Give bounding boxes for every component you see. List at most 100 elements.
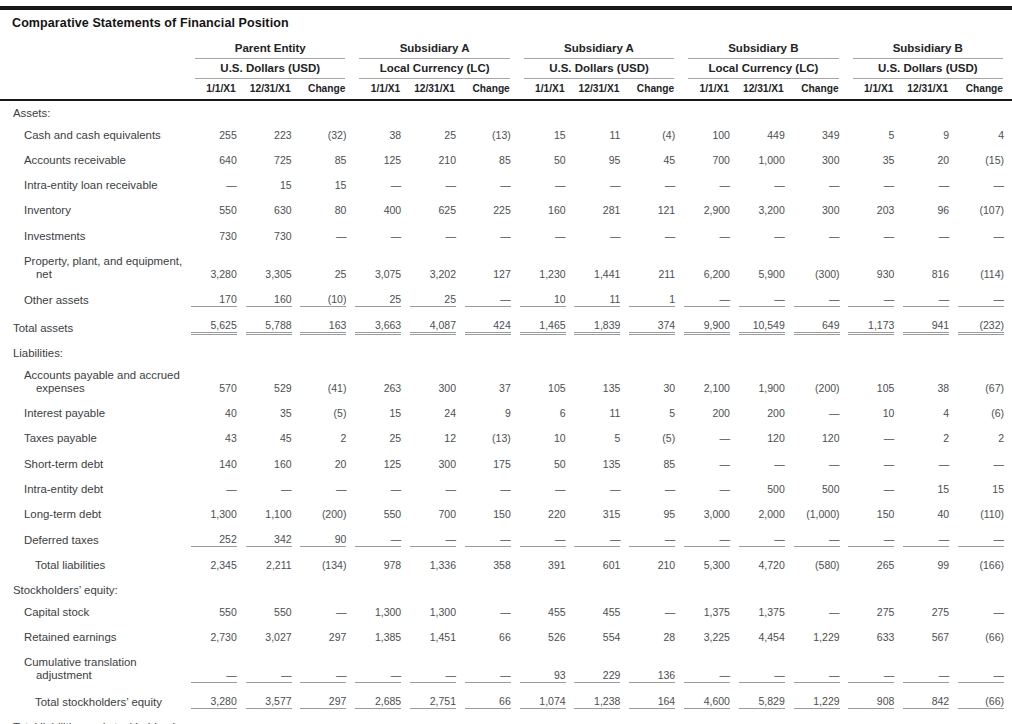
value-text: 3,305 bbox=[246, 268, 292, 281]
value-cell: — bbox=[683, 527, 738, 553]
value-text: 930 bbox=[848, 268, 894, 281]
value-text: 223 bbox=[246, 129, 292, 142]
value-cell: — bbox=[957, 224, 1012, 249]
value-text: — bbox=[355, 533, 401, 547]
value-text: 164 bbox=[629, 695, 675, 709]
value-text: (41) bbox=[300, 382, 346, 395]
value-text: 150 bbox=[465, 508, 511, 521]
value-text: — bbox=[684, 483, 730, 496]
value-text: — bbox=[465, 669, 511, 683]
row-label-text: Assets: bbox=[0, 107, 190, 120]
row-label: Inventory bbox=[0, 198, 190, 223]
value-text: 136 bbox=[629, 669, 675, 683]
value-text: 25 bbox=[355, 293, 401, 307]
value-cell: 342 bbox=[245, 527, 300, 553]
value-text: 978 bbox=[355, 559, 401, 572]
value-cell: — bbox=[519, 224, 574, 249]
value-text: 633 bbox=[848, 631, 894, 644]
value-cell: 1,465 bbox=[519, 313, 574, 341]
value-text: 35 bbox=[246, 407, 292, 420]
value-text: 2,345 bbox=[191, 559, 237, 572]
value-cell: 5,625 bbox=[190, 715, 245, 724]
value-text: 10 bbox=[848, 407, 894, 420]
value-cell: 2,211 bbox=[245, 553, 300, 578]
value-cell: 223 bbox=[245, 123, 300, 148]
value-cell: — bbox=[245, 477, 300, 502]
value-cell: 40 bbox=[902, 502, 957, 527]
value-text: — bbox=[848, 533, 894, 547]
value-text: — bbox=[958, 293, 1004, 307]
value-text: 730 bbox=[246, 230, 292, 243]
value-text: — bbox=[848, 483, 894, 496]
value-text: — bbox=[794, 293, 840, 307]
row-label-text: Accounts payable and accrued expenses bbox=[0, 369, 190, 395]
value-text: — bbox=[684, 533, 730, 547]
value-cell: 40 bbox=[190, 401, 245, 426]
value-cell: (5) bbox=[300, 401, 355, 426]
value-text: 2 bbox=[958, 432, 1004, 445]
value-cell: — bbox=[793, 224, 848, 249]
value-text: 45 bbox=[629, 154, 675, 167]
value-text: 11 bbox=[574, 407, 620, 420]
value-text: — bbox=[794, 407, 840, 420]
value-text: — bbox=[958, 669, 1004, 683]
value-text: 275 bbox=[903, 606, 949, 619]
value-text: — bbox=[739, 669, 785, 683]
value-cell: 90 bbox=[300, 527, 355, 553]
currency-group-label: U.S. Dollars (USD) bbox=[524, 60, 674, 79]
value-cell: 1,229 bbox=[793, 625, 848, 650]
value-text: 135 bbox=[574, 458, 620, 471]
value-text: 529 bbox=[246, 382, 292, 395]
value-text: — bbox=[355, 669, 401, 683]
entity-group-header: Subsidiary A bbox=[354, 39, 518, 59]
value-text: 28 bbox=[629, 631, 675, 644]
value-cell: (13) bbox=[464, 426, 519, 451]
value-text: — bbox=[465, 483, 511, 496]
section-row: Assets: bbox=[0, 100, 1012, 123]
value-cell: 15 bbox=[300, 173, 355, 198]
value-cell: 2,000 bbox=[738, 502, 793, 527]
value-cell: — bbox=[409, 224, 464, 249]
value-cell: 300 bbox=[793, 198, 848, 223]
value-text: (5) bbox=[300, 407, 346, 420]
value-text: 229 bbox=[574, 669, 620, 683]
value-text: 1,229 bbox=[794, 631, 840, 644]
value-text: 10 bbox=[520, 432, 566, 445]
value-cell: 25 bbox=[354, 426, 409, 451]
value-text: 816 bbox=[903, 268, 949, 281]
value-text: (13) bbox=[465, 129, 511, 142]
value-cell: 127 bbox=[464, 249, 519, 287]
value-cell: 941 bbox=[902, 715, 957, 724]
row-label-text: Total liabilities and stockholders’ equi… bbox=[0, 721, 190, 724]
value-cell: (166) bbox=[957, 553, 1012, 578]
period-header: Change bbox=[793, 79, 848, 100]
value-text: — bbox=[355, 179, 401, 192]
value-cell: 125 bbox=[354, 452, 409, 477]
value-cell: — bbox=[628, 173, 683, 198]
value-text: 66 bbox=[465, 695, 511, 709]
value-text: — bbox=[794, 606, 840, 619]
table-row: Property, plant, and equipment, net3,280… bbox=[0, 249, 1012, 287]
value-cell: 4 bbox=[902, 401, 957, 426]
value-cell: — bbox=[848, 527, 903, 553]
value-text: 567 bbox=[903, 631, 949, 644]
value-text: 210 bbox=[629, 559, 675, 572]
value-cell: 400 bbox=[354, 198, 409, 223]
value-text: — bbox=[739, 533, 785, 547]
value-cell: 5,829 bbox=[738, 689, 793, 715]
value-cell: 275 bbox=[848, 600, 903, 625]
value-text: 93 bbox=[520, 669, 566, 683]
value-text: — bbox=[739, 230, 785, 243]
value-text: 1,300 bbox=[355, 606, 401, 619]
value-cell: 255 bbox=[190, 123, 245, 148]
value-text: — bbox=[903, 293, 949, 307]
value-text: 220 bbox=[520, 508, 566, 521]
value-cell: 1,465 bbox=[519, 715, 574, 724]
value-text: 400 bbox=[355, 204, 401, 217]
value-cell: — bbox=[464, 287, 519, 313]
value-text: — bbox=[684, 432, 730, 445]
value-text: — bbox=[684, 230, 730, 243]
value-text: — bbox=[684, 293, 730, 307]
value-text: (4) bbox=[629, 129, 675, 142]
value-cell: (300) bbox=[793, 249, 848, 287]
